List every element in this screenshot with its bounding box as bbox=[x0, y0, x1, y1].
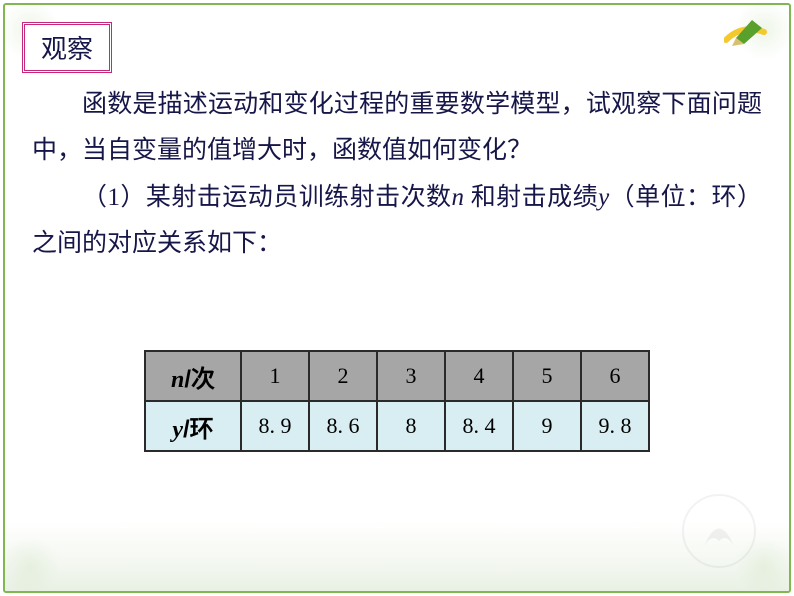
table-header-row: n/次 1 2 3 4 5 6 bbox=[145, 351, 649, 401]
unit-ci: 次 bbox=[191, 366, 215, 393]
header-cell: 5 bbox=[513, 351, 581, 401]
var-y: y bbox=[172, 417, 183, 443]
data-table: n/次 1 2 3 4 5 6 y/环 8. 9 8. 6 8 8. 4 9 9… bbox=[144, 350, 650, 452]
row-label-y: y/环 bbox=[145, 401, 241, 451]
unit-huan: 环 bbox=[190, 416, 214, 443]
data-cell: 8 bbox=[377, 401, 445, 451]
variable-n: n bbox=[452, 184, 471, 211]
data-cell: 8. 9 bbox=[241, 401, 309, 451]
section-title: 观察 bbox=[41, 35, 93, 64]
header-cell: 1 bbox=[241, 351, 309, 401]
header-cell: 4 bbox=[445, 351, 513, 401]
variable-y: y bbox=[598, 184, 609, 211]
text-span: 和射击成绩 bbox=[471, 184, 598, 211]
var-n: n bbox=[171, 367, 184, 393]
bottom-gradient bbox=[5, 521, 789, 591]
header-cell: 6 bbox=[581, 351, 649, 401]
paragraph-1: 函数是描述运动和变化过程的重要数学模型，试观察下面问题中，当自变量的值增大时，函… bbox=[32, 82, 762, 175]
paragraph-2: （1）某射击运动员训练射击次数n 和射击成绩y（单位：环）之间的对应关系如下： bbox=[32, 175, 762, 268]
data-table-container: n/次 1 2 3 4 5 6 y/环 8. 9 8. 6 8 8. 4 9 9… bbox=[0, 350, 794, 452]
slash: / bbox=[184, 366, 191, 393]
section-title-box: 观察 bbox=[22, 22, 112, 73]
watermark-icon bbox=[679, 491, 759, 571]
data-cell: 8. 4 bbox=[445, 401, 513, 451]
body-content: 函数是描述运动和变化过程的重要数学模型，试观察下面问题中，当自变量的值增大时，函… bbox=[32, 82, 762, 267]
text-span: （1）某射击运动员训练射击次数 bbox=[82, 184, 452, 211]
row-label-n: n/次 bbox=[145, 351, 241, 401]
data-cell: 9 bbox=[513, 401, 581, 451]
data-cell: 9. 8 bbox=[581, 401, 649, 451]
header-cell: 2 bbox=[309, 351, 377, 401]
table-data-row: y/环 8. 9 8. 6 8 8. 4 9 9. 8 bbox=[145, 401, 649, 451]
data-cell: 8. 6 bbox=[309, 401, 377, 451]
pencil-icon bbox=[724, 18, 768, 48]
slash: / bbox=[183, 416, 190, 443]
header-cell: 3 bbox=[377, 351, 445, 401]
